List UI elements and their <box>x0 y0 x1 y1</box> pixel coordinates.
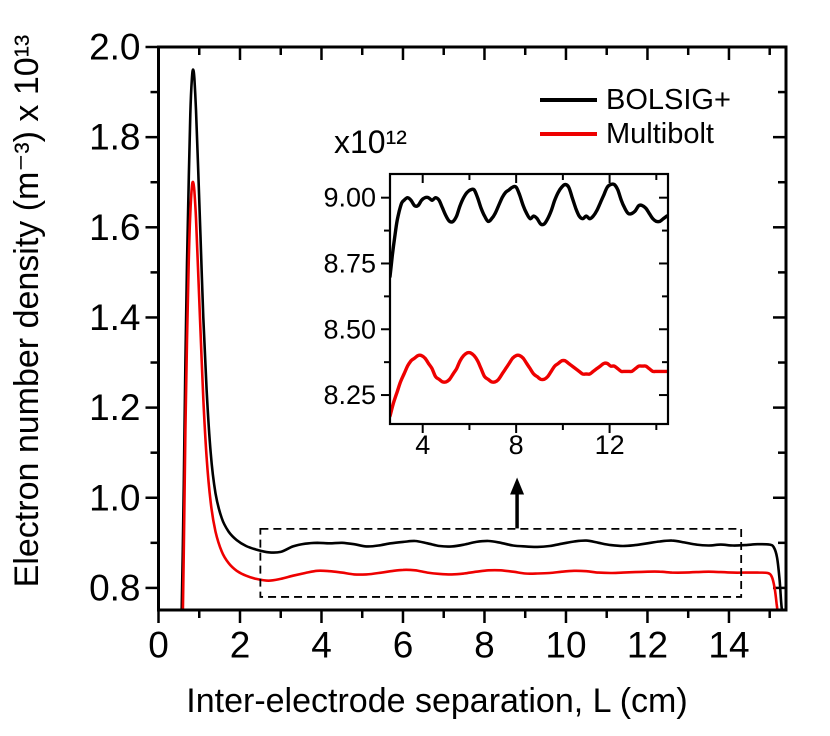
legend-item-bolsig: BOLSIG+ <box>540 83 731 117</box>
inset-series <box>390 182 668 418</box>
main-ticks: 0 2 4 6 8 10 12 14 0.8 1.0 1.2 1.4 1.6 1.8 2.0 <box>89 27 786 665</box>
main-y-tick-label: 2.0 <box>89 27 140 68</box>
main-y-tick-label: 1.2 <box>89 387 140 428</box>
inset-y-tick-label: 8.50 <box>323 314 376 344</box>
inset-frame <box>388 172 670 426</box>
main-y-tick-label: 0.8 <box>89 567 140 608</box>
main-x-tick-label: 14 <box>708 624 749 665</box>
main-series <box>180 68 784 610</box>
legend: BOLSIG+ Multibolt <box>540 83 731 151</box>
inset-panel: 4 8 12 8.25 8.50 8.75 9.00 <box>323 172 670 460</box>
main-y-tick-label: 1.0 <box>89 477 140 518</box>
inset-x-tick-label: 8 <box>509 430 524 460</box>
main-y-tick-label: 1.4 <box>89 297 140 338</box>
x-axis-title: Inter-electrode separation, L (cm) <box>186 682 688 720</box>
inset-y-tick-label: 8.25 <box>323 380 376 410</box>
inset-scale-label: x10¹² <box>334 124 407 160</box>
main-curve-multibolt <box>181 180 779 610</box>
main-x-tick-label: 6 <box>393 624 414 665</box>
main-x-tick-label: 12 <box>627 624 668 665</box>
main-x-tick-label: 0 <box>148 624 169 665</box>
y-axis-title: Electron number density (m⁻³) x 10¹³ <box>8 34 46 588</box>
legend-label-multibolt: Multibolt <box>606 117 714 150</box>
main-panel: 0 2 4 6 8 10 12 14 0.8 1.0 1.2 1.4 1.6 1.8 2.0 <box>89 27 788 665</box>
main-x-tick-label: 4 <box>311 624 332 665</box>
main-x-tick-label: 8 <box>474 624 495 665</box>
inset-ticks: 4 8 12 8.25 8.50 8.75 9.00 <box>323 174 668 460</box>
inset-y-tick-label: 9.00 <box>323 183 376 213</box>
inset-y-tick-label: 8.75 <box>323 248 376 278</box>
inset-pointer-arrow-head <box>510 477 525 495</box>
main-y-tick-label: 1.8 <box>89 117 140 158</box>
inset-curve-bolsig <box>390 182 668 279</box>
inset-x-tick-label: 12 <box>595 430 625 460</box>
main-curve-bolsig <box>180 68 784 610</box>
zoom-region-dashed-box <box>259 527 743 598</box>
inset-curve-multibolt <box>390 350 668 418</box>
inset-x-tick-label: 4 <box>415 430 430 460</box>
legend-label-bolsig: BOLSIG+ <box>606 83 731 116</box>
legend-item-multibolt: Multibolt <box>540 117 731 151</box>
main-y-tick-label: 1.6 <box>89 207 140 248</box>
main-frame <box>157 45 788 612</box>
main-x-tick-label: 2 <box>230 624 251 665</box>
legend-line-sample-bolsig <box>540 98 597 102</box>
legend-line-sample-multibolt <box>540 132 597 136</box>
main-x-tick-label: 10 <box>545 624 586 665</box>
